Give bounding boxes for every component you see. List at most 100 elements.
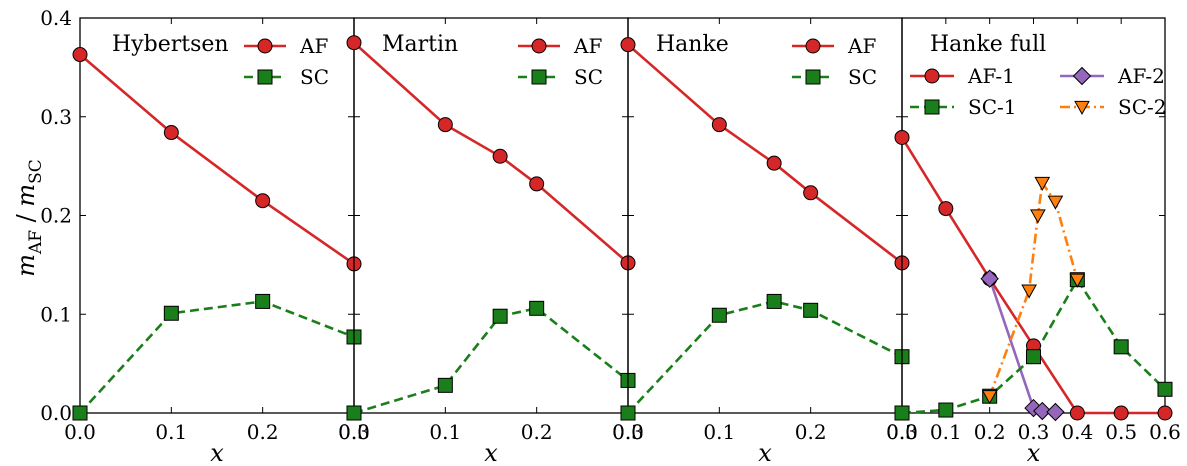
panel-3-legend: AF SC bbox=[792, 34, 877, 89]
panel-4-xtick-label: 0.2 bbox=[974, 420, 1006, 444]
panel-4-point-af-1 bbox=[894, 129, 910, 145]
panel-4-legend-marker bbox=[1074, 100, 1090, 116]
panel-4-legend-marker bbox=[924, 68, 940, 84]
panel-2-xtick-label: 0.1 bbox=[429, 420, 461, 444]
panel-2-legend: AF SC bbox=[518, 34, 603, 89]
panel-1-line-sc bbox=[80, 300, 354, 414]
panel-4-legend-label: AF-2 bbox=[1117, 64, 1165, 88]
panel-4-x-axis-title: x bbox=[1027, 439, 1041, 466]
panel-4-point-af-2 bbox=[980, 269, 999, 288]
panel-4-legend-label: SC-2 bbox=[1118, 95, 1167, 119]
panel-4-point-sc-1 bbox=[938, 402, 954, 418]
panel-4-xtick-label: 0.1 bbox=[930, 420, 962, 444]
panel-3-legend-label: SC bbox=[848, 65, 877, 89]
panel-2-point-af bbox=[437, 117, 453, 133]
panel-2-point-af bbox=[346, 35, 362, 51]
panel-1: 0.0 0.1 0.2 0.3 x 0.0 0.1 0.2 0.3 0.4 Hybertsen AF S… bbox=[40, 6, 370, 466]
panel-2-point-sc bbox=[346, 405, 362, 421]
panel-4-xtick-label: 0.0 bbox=[886, 420, 918, 444]
panel-3-point-sc bbox=[620, 405, 636, 421]
panel-4-line-af-1 bbox=[902, 136, 1165, 415]
panel-1-x-axis-title: x bbox=[210, 439, 224, 466]
panel-1-line-af bbox=[80, 53, 354, 265]
panel-2-line-sc bbox=[354, 306, 628, 415]
panel-2-point-af bbox=[492, 148, 508, 164]
panel-2-legend-marker bbox=[531, 69, 547, 85]
panel-4-line-af-2 bbox=[988, 278, 1056, 414]
panel-3-legend-marker bbox=[805, 38, 821, 54]
panel-3-xtick-label: 0.1 bbox=[703, 420, 735, 444]
panel-4-xtick-label: 0.4 bbox=[1061, 420, 1093, 444]
panel-1-ytick-label: 0.1 bbox=[40, 302, 72, 326]
panel-4-point-af-1 bbox=[938, 201, 954, 217]
panel-2-series bbox=[354, 41, 628, 415]
panel-3-point-sc bbox=[803, 302, 819, 318]
panel-4-point-sc-2 bbox=[1047, 195, 1064, 210]
panel-4-point-sc-1 bbox=[894, 405, 910, 421]
panel-3-title: Hanke bbox=[656, 32, 729, 57]
panel-1-point-sc bbox=[163, 305, 179, 321]
panel-4-line-sc-2 bbox=[988, 179, 1079, 397]
panel-1-legend-marker bbox=[257, 69, 273, 85]
panel-1-point-af bbox=[255, 193, 271, 209]
panel-2: 0.0 0.1 0.2 0.3 x Martin AF SC bbox=[338, 17, 644, 466]
panel-3-point-sc bbox=[766, 293, 782, 309]
panel-1-legend: AF SC bbox=[244, 34, 329, 89]
panel-3-xtick-label: 0.0 bbox=[612, 420, 644, 444]
panel-1-legend-marker bbox=[257, 38, 273, 54]
panel-2-xtick-label: 0.3 bbox=[612, 420, 644, 444]
panel-2-legend-label: SC bbox=[574, 65, 603, 89]
panel-4-point-sc-2 bbox=[1021, 284, 1037, 299]
panel-4-series bbox=[902, 136, 1165, 415]
panel-4-xtick-label: 0.3 bbox=[1018, 420, 1050, 444]
panel-4-point-af-2 bbox=[1033, 401, 1052, 421]
panel-1-legend-label: AF bbox=[299, 34, 328, 58]
panel-1-point-af bbox=[72, 47, 88, 63]
panel-1-xtick-label: 0.0 bbox=[64, 420, 96, 444]
panel-4-xtick-label: 0.6 bbox=[1149, 420, 1181, 444]
panel-4-point-af-1 bbox=[1069, 405, 1085, 421]
panel-4-xtick-label: 0.5 bbox=[1105, 420, 1137, 444]
panel-2-point-sc bbox=[492, 308, 508, 324]
panel-1-xtick-label: 0.3 bbox=[338, 420, 370, 444]
panel-3-series bbox=[628, 43, 902, 414]
panel-1-title: Hybertsen bbox=[112, 32, 229, 57]
panel-4-point-sc-1 bbox=[1157, 381, 1173, 397]
panel-4-point-af-1 bbox=[1157, 405, 1173, 421]
panel-4-title: Hanke full bbox=[930, 32, 1046, 57]
panel-3-point-sc bbox=[711, 307, 727, 323]
panel-1-point-af bbox=[163, 125, 179, 141]
panel-4: 0.0 0.1 0.2 0.3 0.4 0.5 0.6 x Hanke full AF-1 SC-1… bbox=[886, 17, 1181, 466]
panel-3-xtick-label: 0.3 bbox=[886, 420, 918, 444]
panel-4-point-sc-2 bbox=[1034, 176, 1051, 191]
panel-4-point-af-2 bbox=[1046, 402, 1065, 422]
panel-1-series bbox=[80, 53, 354, 414]
panel-4-point-sc-1 bbox=[1113, 339, 1129, 355]
panel-3-legend-marker bbox=[805, 69, 821, 85]
panel-3-point-af bbox=[711, 117, 727, 133]
panel-4-point-sc-2 bbox=[981, 390, 998, 405]
panel-4-point-sc-1 bbox=[1026, 349, 1041, 365]
panel-3-point-af bbox=[766, 155, 782, 171]
panel-3: 0.0 0.1 0.2 0.3 x Hanke AF SC bbox=[612, 17, 918, 466]
panel-1-ytick-label: 0.4 bbox=[40, 6, 72, 30]
panel-2-legend-label: AF bbox=[573, 34, 602, 58]
panel-2-title: Martin bbox=[382, 32, 458, 57]
panel-1-xtick-label: 0.2 bbox=[247, 420, 279, 444]
panel-1-ytick-label: 0.3 bbox=[40, 105, 72, 129]
panel-2-point-af bbox=[529, 176, 545, 192]
panel-4-legend: AF-1 SC-1 AF-2 SC-2 bbox=[910, 64, 1167, 119]
panel-4-point-sc-2 bbox=[1069, 273, 1086, 288]
panel-4-legend-marker bbox=[1072, 66, 1092, 86]
panel-4-legend-label: SC-1 bbox=[968, 95, 1017, 119]
panel-3-point-af bbox=[803, 185, 819, 201]
panel-2-x-axis-title: x bbox=[484, 439, 498, 466]
axis-titles: mAF / mSC bbox=[12, 159, 46, 277]
panel-1-ytick-label: 0.0 bbox=[40, 401, 72, 425]
panel-1-legend-label: SC bbox=[300, 65, 329, 89]
panel-2-point-sc bbox=[529, 300, 545, 316]
panel-4-point-af-1 bbox=[1113, 405, 1129, 421]
panel-2-xtick-label: 0.2 bbox=[521, 420, 553, 444]
